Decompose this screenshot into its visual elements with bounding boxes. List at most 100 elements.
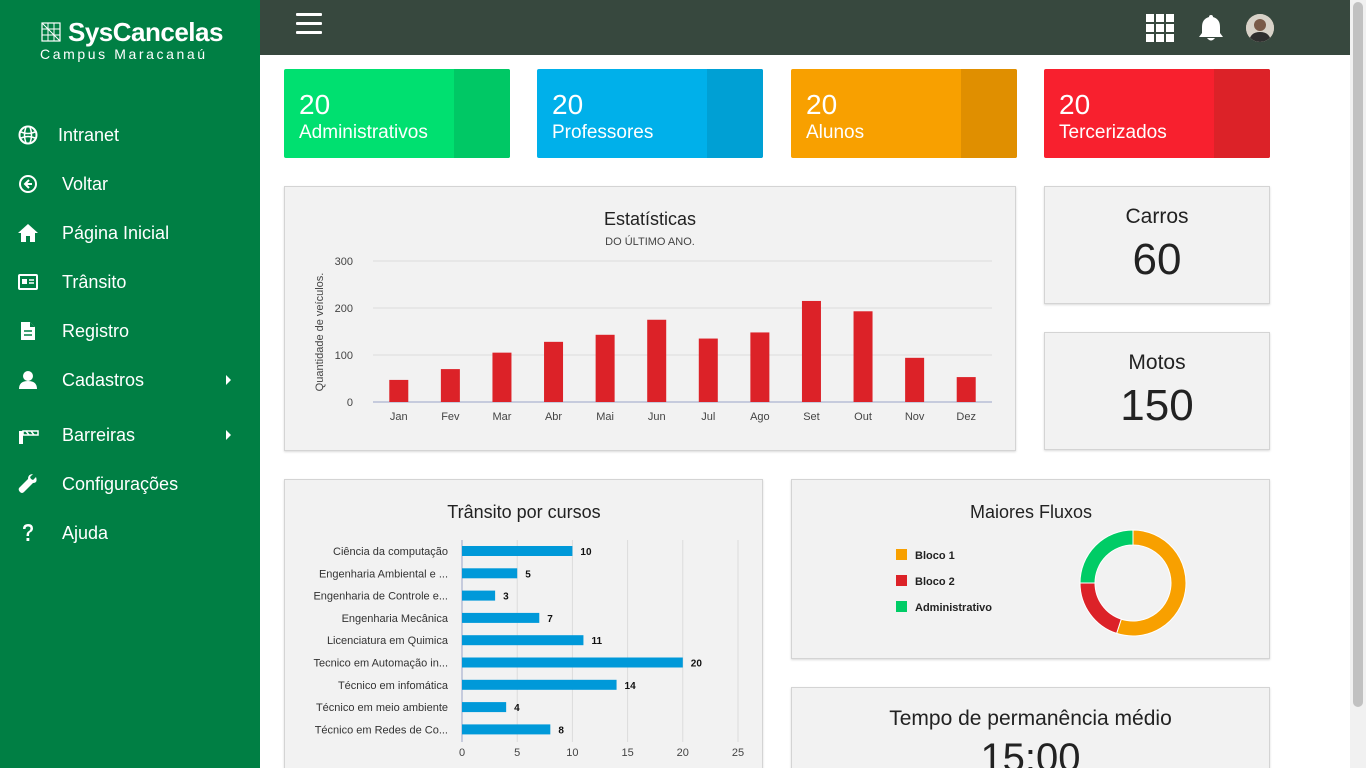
- donut-slice[interactable]: [1079, 529, 1134, 584]
- bar-abr[interactable]: [544, 341, 564, 402]
- data-label: 20: [691, 659, 703, 670]
- course-bar[interactable]: [462, 568, 518, 579]
- course-bar[interactable]: [462, 612, 540, 623]
- chart-subtitle: DO ÚLTIMO ANO.: [605, 235, 695, 248]
- course-bar[interactable]: [462, 724, 551, 735]
- sidebar-item-pagina-inicial[interactable]: Página Inicial: [0, 213, 260, 253]
- bar-dez[interactable]: [956, 377, 976, 402]
- legend-swatch: [896, 601, 907, 612]
- menu-icon[interactable]: [296, 13, 322, 35]
- chart-title: Trânsito por cursos: [447, 502, 600, 522]
- sidebar-item-ajuda[interactable]: Ajuda: [0, 513, 260, 553]
- course-bar[interactable]: [462, 679, 617, 690]
- x-tick-label: Nov: [905, 411, 925, 423]
- stat-professores[interactable]: 20 Professores: [537, 69, 763, 158]
- page-scrollbar[interactable]: [1350, 0, 1366, 768]
- y-tick-label: Técnico em Redes de Co...: [315, 724, 448, 736]
- x-tick-label: Abr: [545, 411, 562, 423]
- sidebar-item-label: Registro: [62, 320, 130, 341]
- stat-label: Tercerizados: [1059, 122, 1167, 143]
- legend-swatch: [896, 549, 907, 560]
- course-bar[interactable]: [462, 657, 683, 668]
- document-icon: [16, 319, 40, 343]
- maiores-fluxos-panel: Maiores Fluxos Bloco 1 Bloco 2 Administrati…: [791, 479, 1270, 659]
- data-label: 7: [547, 614, 553, 625]
- brand[interactable]: SysCancelas Campus Maracanaú: [40, 18, 240, 62]
- course-bar[interactable]: [462, 546, 573, 556]
- x-tick-label: 15: [621, 747, 633, 759]
- stat-administrativos[interactable]: 20 Administrativos: [284, 69, 510, 158]
- bar-jan[interactable]: [389, 379, 409, 402]
- data-label: 10: [580, 547, 592, 558]
- carros-value: 60: [1132, 235, 1182, 284]
- bar-mar[interactable]: [492, 352, 512, 402]
- donut-slice[interactable]: [1115, 529, 1187, 637]
- y-axis-label: Quantidade de veículos.: [314, 273, 326, 392]
- sidebar-item-label: Cadastros: [62, 369, 145, 390]
- sidebar-item-barreiras[interactable]: Barreiras: [0, 415, 260, 455]
- donut-slice[interactable]: [1079, 582, 1122, 635]
- bar-mai[interactable]: [595, 334, 615, 402]
- apps-grid-icon[interactable]: [1145, 13, 1175, 43]
- estatisticas-panel: Estatísticas DO ÚLTIMO ANO. Quantidade de …: [284, 186, 1016, 451]
- course-bar[interactable]: [462, 590, 496, 601]
- stat-tercerizados[interactable]: 20 Tercerizados: [1044, 69, 1270, 158]
- tempo-panel: Tempo de permanência médio 15:00: [791, 687, 1270, 768]
- x-tick-label: Set: [803, 411, 820, 423]
- y-tick-label: 300: [335, 256, 353, 268]
- sidebar-item-label: Intranet: [58, 124, 120, 145]
- chart-title: Maiores Fluxos: [970, 502, 1092, 522]
- home-icon: [16, 221, 40, 245]
- avatar[interactable]: [1246, 14, 1274, 42]
- bar-jun[interactable]: [647, 319, 667, 402]
- stat-value: 20: [806, 89, 838, 120]
- sidebar-item-cadastros[interactable]: Cadastros: [0, 360, 260, 400]
- sidebar-item-voltar[interactable]: Voltar: [0, 164, 260, 204]
- back-circle-icon: [16, 172, 40, 196]
- data-label: 11: [591, 636, 602, 647]
- legend-label[interactable]: Bloco 1: [915, 550, 955, 562]
- bar-fev[interactable]: [440, 369, 460, 402]
- transito-cursos-panel: Trânsito por cursos 0 5 10 15 20 25 Ciência da …: [284, 479, 763, 768]
- data-label: 14: [625, 681, 637, 692]
- motos-title: Motos: [1128, 351, 1186, 374]
- legend-label[interactable]: Administrativo: [915, 602, 992, 614]
- bar-set[interactable]: [801, 300, 821, 402]
- topbar: [260, 0, 1350, 55]
- sidebar-item-registro[interactable]: Registro: [0, 311, 260, 351]
- sidebar-item-label: Configurações: [62, 473, 179, 494]
- data-label: 8: [558, 725, 564, 736]
- data-label: 3: [503, 592, 509, 603]
- x-tick-label: Jun: [648, 411, 666, 423]
- bar-out[interactable]: [853, 311, 873, 402]
- y-tick-label: 0: [347, 397, 353, 409]
- bar-jul[interactable]: [698, 338, 718, 402]
- bell-icon[interactable]: [1197, 13, 1227, 43]
- bar-nov[interactable]: [905, 357, 925, 402]
- bar-ago[interactable]: [750, 332, 770, 402]
- legend-label[interactable]: Bloco 2: [915, 576, 955, 588]
- course-bar[interactable]: [462, 635, 584, 646]
- x-tick-label: 0: [459, 747, 465, 759]
- sidebar: SysCancelas Campus Maracanaú Intranet Vo…: [0, 0, 260, 768]
- barrier-logo-icon: [41, 22, 61, 42]
- barrier-icon: [16, 423, 40, 447]
- data-label: 5: [525, 569, 531, 580]
- sidebar-item-transito[interactable]: Trânsito: [0, 262, 260, 302]
- y-tick-label: Engenharia de Controle e...: [313, 591, 448, 603]
- sidebar-item-configuracoes[interactable]: Configurações: [0, 464, 260, 504]
- chart-title: Estatísticas: [604, 209, 696, 229]
- x-tick-label: Ago: [750, 411, 770, 423]
- question-icon: [16, 521, 40, 545]
- sidebar-item-intranet[interactable]: Intranet: [0, 115, 260, 155]
- stat-alunos[interactable]: 20 Alunos: [791, 69, 1017, 158]
- scrollbar-thumb[interactable]: [1353, 2, 1363, 707]
- chevron-right-icon: [226, 375, 231, 385]
- y-tick-label: Engenharia Mecânica: [342, 613, 449, 625]
- id-card-icon: [16, 270, 40, 294]
- y-tick-label: Técnico em infomática: [338, 680, 449, 692]
- y-tick-label: 100: [335, 350, 353, 362]
- y-tick-label: Ciência da computação: [333, 546, 448, 558]
- chevron-right-icon: [226, 430, 231, 440]
- course-bar[interactable]: [462, 702, 507, 713]
